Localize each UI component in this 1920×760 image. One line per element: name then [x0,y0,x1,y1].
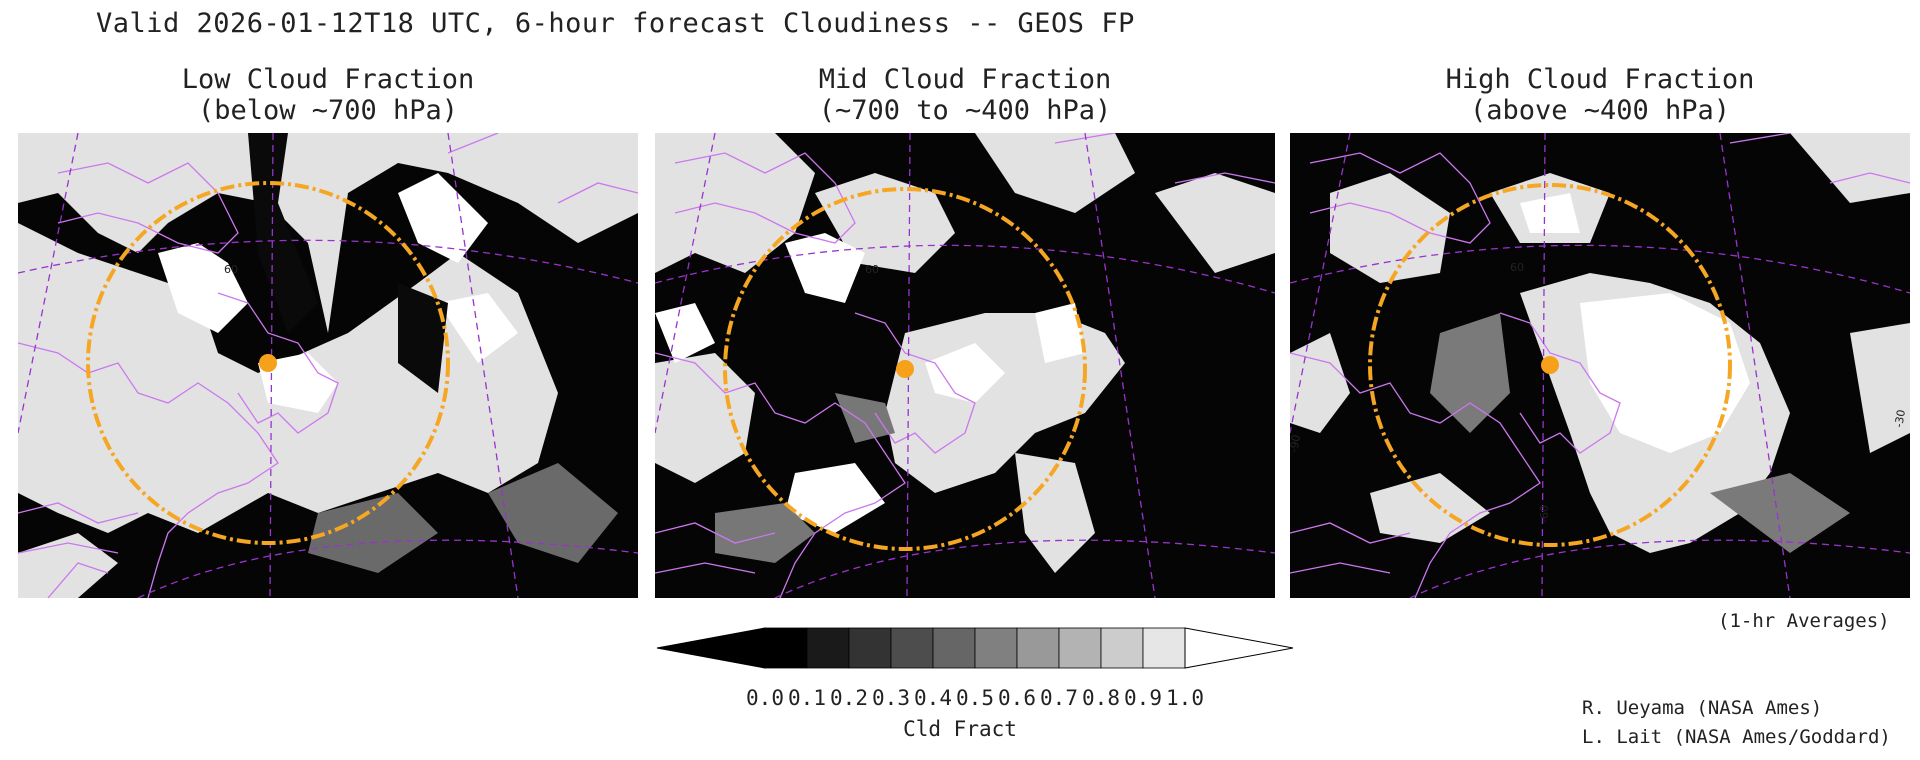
panel-title-low: Low Cloud Fraction (below ~700 hPa) [18,64,638,126]
colorbar-tick-label: 0.2 [830,686,868,710]
colorbar-tick-label: 0.7 [1040,686,1078,710]
colorbar-tick-label: 0.1 [788,686,826,710]
lon-label-west: -90 [1290,434,1303,454]
colorbar-bin-2 [848,627,892,669]
colorbar-under-arrow [656,627,766,669]
colorbar-tick-label: 0.9 [1124,686,1162,710]
lat-label-low: 60 [224,263,238,276]
colorbar-bin-5 [974,627,1018,669]
panel-title-mid-line2: (~700 to ~400 hPa) [818,95,1112,126]
colorbar-bin-9 [1142,627,1186,669]
colorbar-bin-0 [764,627,808,669]
colorbar-bin-7 [1058,627,1102,669]
colorbar [656,627,1294,669]
colorbar-label: Cld Fract [903,717,1017,741]
colorbar-tick-label: 0.5 [956,686,994,710]
colorbar-tick-label: 0.6 [998,686,1036,710]
colorbar-over-arrow [1184,627,1294,669]
panel-title-high-line2: (above ~400 hPa) [1469,95,1731,126]
panel-title-high-line1: High Cloud Fraction [1445,64,1755,95]
colorbar-tick-label: 0.3 [872,686,910,710]
page-title: Valid 2026-01-12T18 UTC, 6-hour forecast… [96,8,1135,39]
colorbar-bin-1 [806,627,850,669]
panel-title-high: High Cloud Fraction (above ~400 hPa) [1290,64,1910,126]
credit-lait: L. Lait (NASA Ames/Goddard) [1582,726,1891,748]
map-panel-mid: 60 [655,133,1275,598]
panel-title-mid: Mid Cloud Fraction (~700 to ~400 hPa) [655,64,1275,126]
site-marker-high [1541,356,1559,374]
site-marker-low [259,354,277,372]
lat-label-mid: 60 [865,263,879,276]
colorbar-bin-8 [1100,627,1144,669]
colorbar-tick-label: 1.0 [1166,686,1204,710]
lon-label-center: -60 [1538,505,1551,523]
panel-title-mid-line1: Mid Cloud Fraction [818,64,1112,95]
averages-note: (1-hr Averages) [1718,610,1890,632]
lat-label-high: 60 [1510,261,1524,274]
colorbar-tick-label: 0.4 [914,686,952,710]
colorbar-tick-label: 0.8 [1082,686,1120,710]
map-panel-low: 60 [18,133,638,598]
colorbar-bin-3 [890,627,934,669]
colorbar-bin-4 [932,627,976,669]
colorbar-bin-6 [1016,627,1060,669]
panel-title-low-line2: (below ~700 hPa) [197,95,459,126]
map-panel-high: 60 -90 -60 -30 [1290,133,1910,598]
site-marker-mid [896,360,914,378]
colorbar-tick-label: 0.0 [746,686,784,710]
panel-title-low-line1: Low Cloud Fraction [181,64,475,95]
lon-label-east: -30 [1892,409,1908,429]
credit-ueyama: R. Ueyama (NASA Ames) [1582,697,1823,719]
